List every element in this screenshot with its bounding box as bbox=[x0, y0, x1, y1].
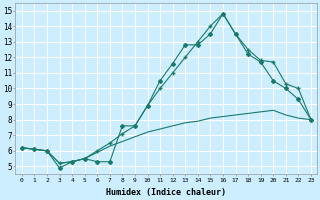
X-axis label: Humidex (Indice chaleur): Humidex (Indice chaleur) bbox=[106, 188, 226, 197]
